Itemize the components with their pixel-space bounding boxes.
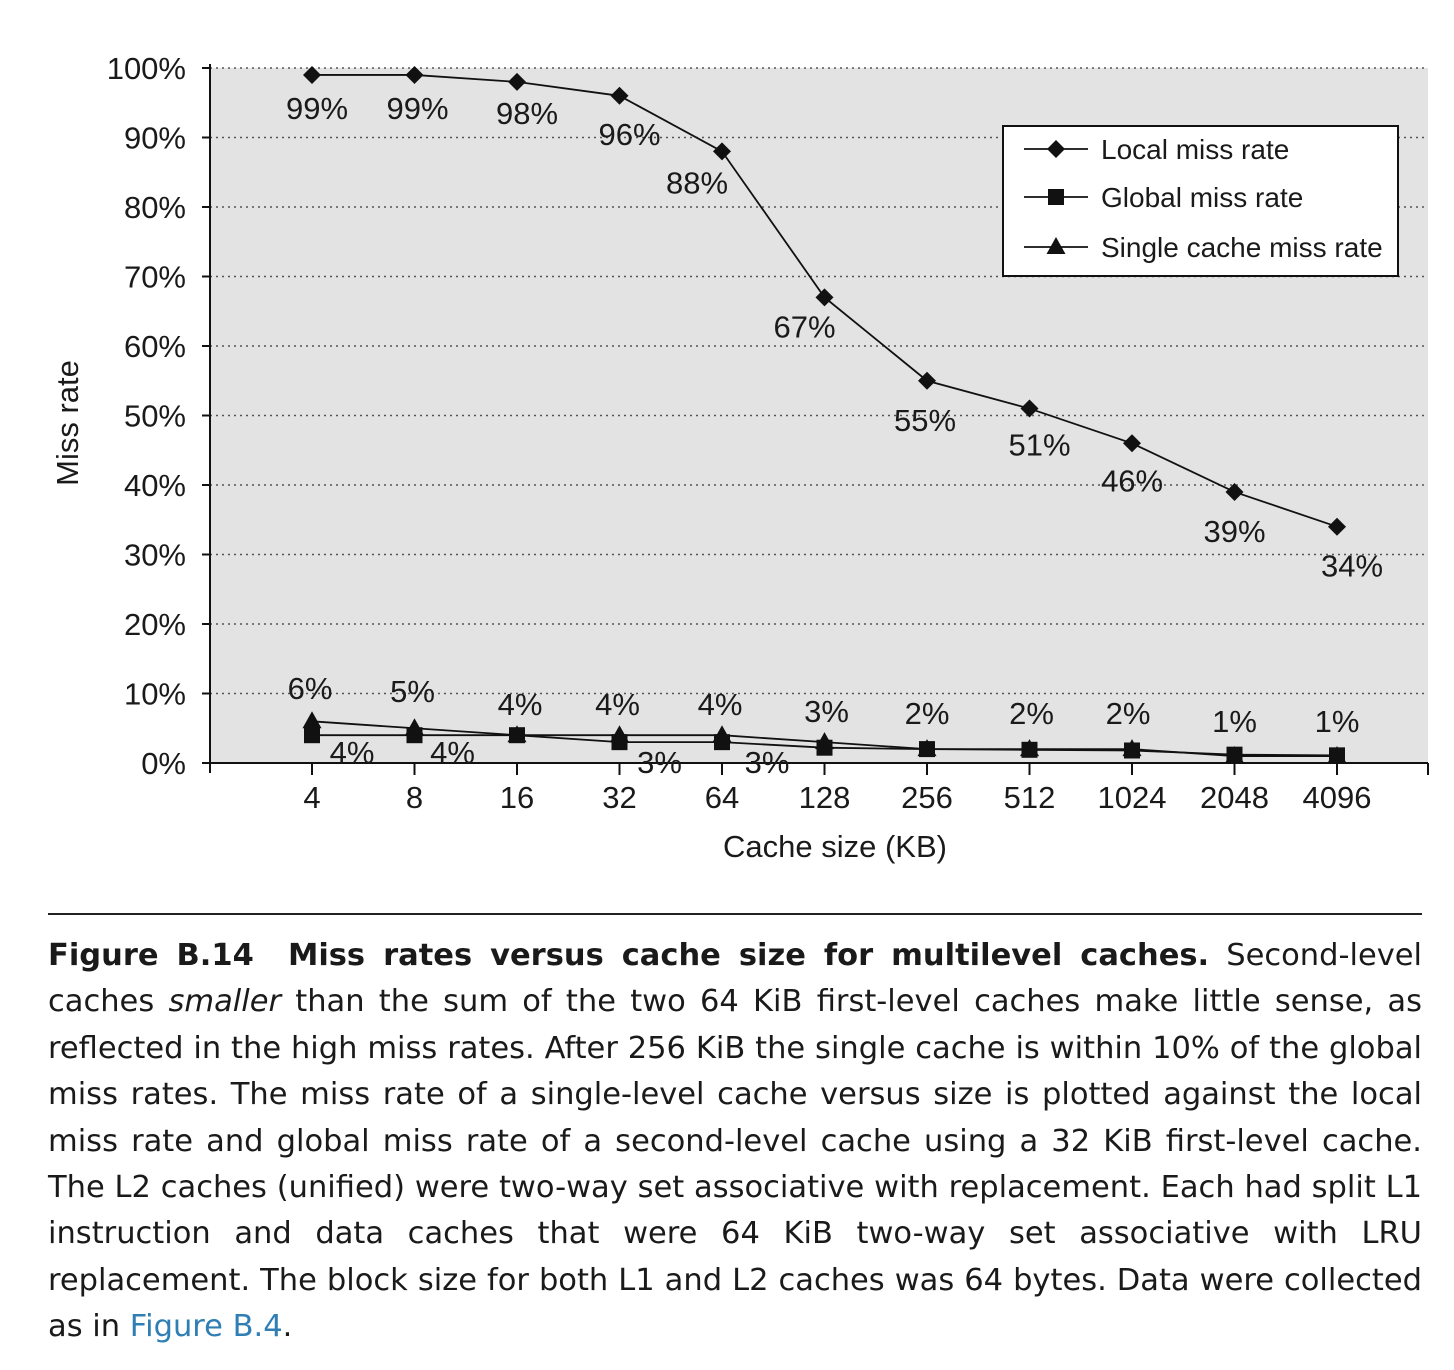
data-label-local: 46% bbox=[1101, 463, 1163, 498]
y-tick-label: 20% bbox=[124, 607, 186, 642]
legend-marker-square bbox=[1048, 189, 1064, 205]
legend-label: Global miss rate bbox=[1101, 182, 1303, 213]
data-label-single: 2% bbox=[1106, 696, 1151, 731]
x-tick-label: 128 bbox=[799, 780, 851, 815]
x-tick-label: 512 bbox=[1004, 780, 1056, 815]
y-tick-label: 10% bbox=[124, 677, 186, 712]
data-label-global: 4% bbox=[330, 735, 375, 770]
point-square bbox=[816, 739, 833, 756]
y-tick-label: 60% bbox=[124, 329, 186, 364]
data-label-single: 1% bbox=[1212, 704, 1257, 739]
figure-b4-link[interactable]: Figure B.4 bbox=[129, 1309, 283, 1345]
figure-label: Figure B.14 bbox=[48, 938, 254, 973]
data-label-local: 67% bbox=[773, 309, 835, 344]
caption-text-1: Second-level caches bbox=[48, 938, 1422, 1020]
point-square bbox=[509, 727, 525, 744]
data-label-local: 99% bbox=[286, 91, 348, 126]
point-square bbox=[714, 734, 730, 751]
point-diamond bbox=[1020, 399, 1039, 418]
point-square bbox=[1124, 742, 1140, 759]
data-label-local: 99% bbox=[386, 91, 448, 126]
point-diamond bbox=[303, 65, 321, 84]
x-tick-label: 2048 bbox=[1200, 780, 1269, 815]
point-diamond bbox=[610, 86, 629, 105]
point-diamond bbox=[815, 288, 834, 307]
caption-emphasis: smaller bbox=[168, 984, 282, 1020]
x-tick-label: 32 bbox=[602, 780, 636, 815]
data-label-single: 4% bbox=[498, 687, 543, 722]
point-square bbox=[1021, 741, 1038, 758]
data-label-local: 39% bbox=[1203, 514, 1265, 549]
x-tick-label: 4096 bbox=[1303, 780, 1372, 815]
y-tick-label: 0% bbox=[141, 746, 186, 781]
point-diamond bbox=[508, 72, 526, 91]
data-label-single: 5% bbox=[390, 674, 435, 709]
data-label-local: 88% bbox=[666, 165, 728, 200]
y-tick-label: 30% bbox=[124, 538, 186, 573]
x-tick-label: 256 bbox=[901, 780, 953, 815]
y-tick-label: 50% bbox=[124, 399, 186, 434]
x-tick-label: 16 bbox=[500, 780, 534, 815]
data-label-single: 4% bbox=[595, 687, 640, 722]
data-label-local: 34% bbox=[1321, 549, 1383, 584]
data-label-single: 2% bbox=[905, 696, 950, 731]
point-diamond bbox=[918, 371, 936, 390]
data-label-local: 55% bbox=[894, 403, 956, 438]
point-square bbox=[919, 741, 935, 758]
x-tick-label: 4 bbox=[303, 780, 320, 815]
data-label-single: 6% bbox=[288, 671, 333, 706]
caption-text-2: than the sum of the two 64 KiB first-lev… bbox=[48, 984, 1423, 1345]
point-square bbox=[1226, 746, 1243, 763]
data-label-local: 98% bbox=[496, 96, 558, 131]
y-tick-label: 40% bbox=[124, 468, 186, 503]
y-tick-label: 100% bbox=[107, 51, 186, 86]
y-tick-label: 90% bbox=[124, 121, 186, 156]
legend-marker-diamond bbox=[1047, 140, 1065, 158]
point-square bbox=[1329, 747, 1345, 764]
data-label-single: 4% bbox=[698, 687, 743, 722]
miss-rate-chart: 0% 10% 20% 30% 40% 50% 60% 70% 80% 90% 100% 4 8 16 32 6… bbox=[50, 51, 1429, 864]
x-tick-label: 64 bbox=[705, 780, 739, 815]
data-label-single: 3% bbox=[804, 694, 849, 729]
point-square bbox=[304, 727, 320, 744]
legend-box bbox=[1002, 125, 1399, 277]
y-tick-label: 80% bbox=[124, 190, 186, 225]
y-tick-label: 70% bbox=[124, 260, 186, 295]
point-diamond bbox=[1123, 434, 1141, 453]
figure-caption: Figure B.14 Miss rates versus cache size… bbox=[48, 933, 1422, 1351]
data-label-global: 4% bbox=[430, 735, 475, 770]
point-triangle bbox=[302, 711, 322, 729]
data-label-global: 3% bbox=[745, 745, 790, 780]
legend-label: Single cache miss rate bbox=[1101, 232, 1383, 263]
x-tick-label: 1024 bbox=[1098, 780, 1167, 815]
caption-divider bbox=[48, 913, 1422, 915]
point-diamond bbox=[1328, 517, 1346, 536]
data-label-local: 51% bbox=[1008, 428, 1070, 463]
legend-marker-triangle bbox=[1046, 237, 1066, 254]
x-axis-title: Cache size (KB) bbox=[723, 829, 947, 864]
x-tick-label: 8 bbox=[406, 780, 423, 815]
point-square bbox=[406, 727, 423, 744]
point-diamond bbox=[1225, 482, 1244, 501]
point-diamond bbox=[405, 65, 424, 84]
point-diamond bbox=[713, 142, 731, 161]
data-label-single: 2% bbox=[1009, 696, 1054, 731]
data-label-local: 96% bbox=[598, 117, 660, 152]
point-square bbox=[611, 734, 628, 751]
figure-title: Miss rates versus cache size for multile… bbox=[287, 938, 1210, 973]
data-label-single: 1% bbox=[1315, 704, 1360, 739]
data-label-global: 3% bbox=[637, 745, 682, 780]
legend-label: Local miss rate bbox=[1101, 134, 1289, 165]
y-axis-title: Miss rate bbox=[50, 360, 85, 486]
caption-end: . bbox=[282, 1309, 293, 1345]
